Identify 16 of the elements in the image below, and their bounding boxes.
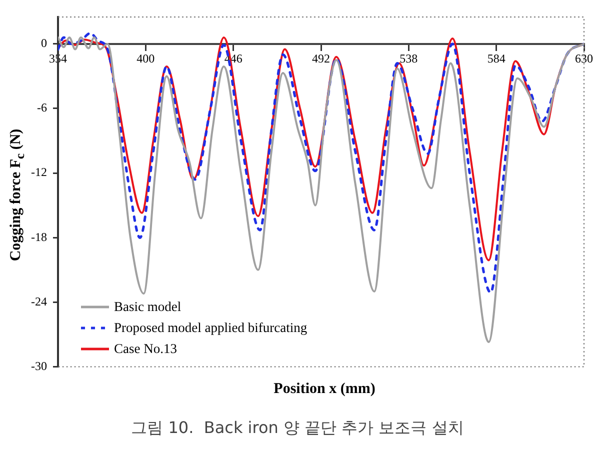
x-tick-label: 492 <box>312 51 330 66</box>
y-tick-label: 0 <box>41 36 47 50</box>
legend-label: Basic model <box>114 298 182 316</box>
y-tick-label: -24 <box>31 294 47 308</box>
caption: 그림 10. Back iron 양 끝단 추가 보조극 설치 <box>130 418 465 439</box>
x-tick-label: 584 <box>487 51 506 66</box>
y-tick-label: -12 <box>31 165 47 180</box>
legend-label: Proposed model applied bifurcating <box>114 319 308 337</box>
y-tick-label: -30 <box>31 358 47 373</box>
x-axis-title: Position x (mm) <box>272 381 376 398</box>
legend-label: Case No.13 <box>114 340 177 358</box>
y-tick-label: -18 <box>31 230 47 244</box>
x-tick-label: 400 <box>136 51 155 66</box>
x-tick-label: 538 <box>400 51 418 66</box>
x-tick-label: 630 <box>575 51 593 66</box>
y-tick-label: -6 <box>37 100 47 115</box>
